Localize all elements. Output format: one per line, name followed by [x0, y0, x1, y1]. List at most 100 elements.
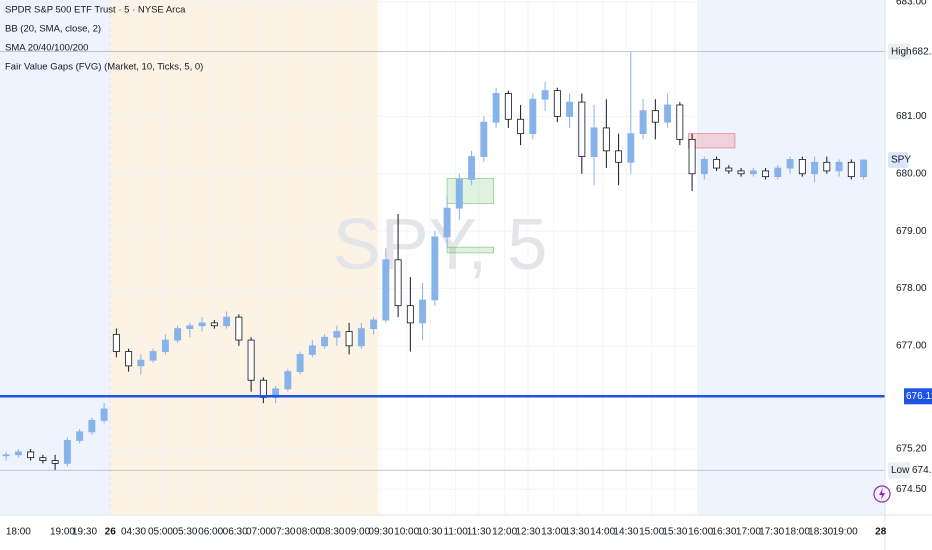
candle-body	[823, 161, 831, 172]
candle-body	[149, 351, 157, 361]
x-tick-label: 09:00	[345, 527, 370, 538]
candle-body	[247, 339, 255, 381]
x-tick-label: 16:00	[688, 527, 713, 538]
candle-body	[455, 179, 463, 209]
y-tick-label: 677.00	[896, 340, 927, 351]
x-tick-label: 17:00	[736, 527, 761, 538]
x-tick-label: 14:30	[613, 527, 638, 538]
price-tag-value: 682.13	[912, 46, 932, 57]
alert-icon[interactable]	[873, 485, 891, 503]
candle-body	[100, 408, 108, 421]
x-tick-label: 18:00	[6, 527, 31, 538]
candle-body	[259, 379, 267, 398]
candle-body	[578, 101, 586, 157]
candle-body	[602, 127, 610, 152]
x-tick-label: 15:00	[639, 527, 664, 538]
x-tick-label: 26	[105, 527, 117, 538]
x-tick-label: 07:00	[246, 527, 271, 538]
candle-body	[345, 331, 353, 347]
candle-body	[541, 90, 549, 100]
candle-body	[174, 328, 182, 341]
candle-body	[749, 170, 757, 175]
legend-item: BB (20, SMA, close, 2)	[5, 24, 101, 35]
y-tick-label: 678.00	[896, 283, 927, 294]
candle-body	[125, 351, 133, 367]
candle-body	[419, 299, 427, 324]
x-tick-label: 09:30	[368, 527, 393, 538]
candle-body	[235, 316, 243, 341]
y-tick-label: 679.00	[896, 226, 927, 237]
y-tick-label: 674.50	[896, 484, 927, 495]
session-background	[696, 0, 885, 515]
candle-body	[284, 371, 292, 390]
x-tick-label: 11:00	[444, 527, 469, 538]
x-tick-label: 13:30	[564, 527, 589, 538]
x-tick-label: 06:30	[223, 527, 248, 538]
candle-body	[137, 359, 145, 367]
candle-body	[700, 159, 708, 175]
candle-body	[713, 159, 721, 169]
x-tick-label: 12:30	[515, 527, 540, 538]
candle-body	[553, 90, 561, 117]
candle-body	[382, 259, 390, 321]
candle-body	[688, 138, 696, 175]
candle-body	[370, 319, 378, 330]
x-tick-label: 06:00	[198, 527, 223, 538]
candle-body	[406, 305, 414, 324]
candle-body	[762, 170, 770, 178]
y-tick-label: 680.00	[896, 168, 927, 179]
y-tick-label: 681.00	[896, 111, 927, 122]
legend: SPDR S&P 500 ETF Trust · 5 · NYSE Arca B…	[5, 5, 203, 73]
candle-body	[51, 460, 59, 464]
candle-body	[676, 104, 684, 140]
session-background	[0, 0, 111, 515]
candle-body	[431, 236, 439, 301]
x-tick-label: 14:00	[590, 527, 615, 538]
candle-body	[651, 110, 659, 123]
candle-body	[725, 167, 733, 172]
price-tag-name: High	[891, 46, 912, 57]
x-tick-label: 13:00	[541, 527, 566, 538]
candle-body	[492, 93, 500, 123]
candle-body	[504, 93, 512, 120]
candle-body	[198, 322, 206, 327]
x-tick-label: 05:30	[172, 527, 197, 538]
fvg-zone	[446, 178, 494, 204]
price-tag	[904, 388, 932, 405]
price-tag	[888, 43, 910, 60]
x-tick-label: 19:30	[72, 527, 97, 538]
price-tag	[888, 152, 908, 169]
y-tick-label: 683.00	[896, 0, 927, 7]
candle-body	[39, 457, 47, 461]
candle-body	[468, 156, 476, 180]
candle-body	[223, 316, 231, 327]
x-tick-label: 08:00	[296, 527, 321, 538]
x-tick-label: 16:30	[711, 527, 736, 538]
x-tick-label: 28	[875, 527, 887, 538]
candle-body	[615, 150, 623, 163]
price-tag-value: 674.83	[912, 465, 932, 476]
price-tag-name: SPY	[891, 155, 911, 166]
backgrounds	[0, 0, 885, 515]
candle-body	[627, 133, 635, 163]
candle-body	[2, 454, 10, 457]
candle-body	[14, 451, 22, 456]
x-tick-label: 19:00	[50, 527, 75, 538]
candle-body	[774, 167, 782, 178]
x-tick-label: 15:30	[662, 527, 687, 538]
candle-body	[443, 207, 451, 238]
x-tick-label: 17:30	[759, 527, 784, 538]
candle-body	[835, 161, 843, 172]
price-tag-name: Low	[891, 465, 910, 476]
candle-body	[27, 451, 35, 459]
x-tick-label: 19:00	[833, 527, 858, 538]
candle-body	[357, 328, 365, 347]
candle-body	[296, 354, 304, 373]
candle-body	[112, 333, 120, 352]
fvg-zone	[688, 133, 736, 149]
plot	[0, 51, 885, 471]
candle-body	[847, 161, 855, 178]
candle-body	[860, 159, 868, 178]
